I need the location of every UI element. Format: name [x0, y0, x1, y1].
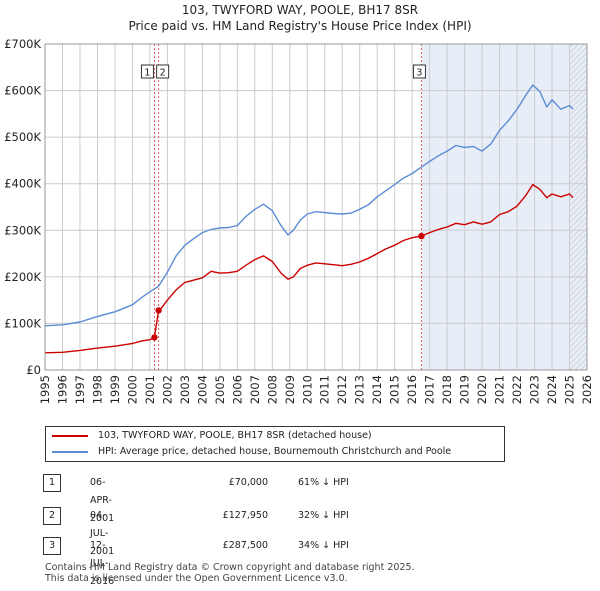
x-tick-label: 2019	[458, 375, 472, 404]
x-tick-label: 2003	[178, 375, 192, 404]
x-tick-label: 2012	[335, 375, 349, 404]
x-tick-label: 2008	[265, 375, 279, 404]
legend-label-property: 103, TWYFORD WAY, POOLE, BH17 8SR (detac…	[98, 430, 372, 441]
x-tick-label: 1998	[90, 375, 104, 404]
x-tick-label: 2006	[230, 375, 244, 404]
chart-subtitle: Price paid vs. HM Land Registry's House …	[128, 19, 472, 33]
forecast-hatch	[569, 44, 587, 370]
legend-item-hpi: HPI: Average price, detached house, Bour…	[52, 444, 451, 460]
hpi-line	[44, 84, 574, 327]
transaction-number: 2	[43, 507, 61, 525]
x-tick-label: 2013	[353, 375, 367, 404]
marker-label: 3	[416, 68, 422, 79]
marker-box	[140, 64, 154, 79]
transaction-price: £70,000	[228, 477, 268, 488]
x-tick-label: 2026	[580, 375, 594, 404]
y-tick-label: £300K	[4, 223, 41, 237]
transaction-hpi-diff: 34% ↓ HPI	[298, 540, 349, 551]
transaction-hpi-diff: 32% ↓ HPI	[298, 510, 349, 521]
x-tick-label: 2020	[475, 375, 489, 404]
y-tick-label: £200K	[4, 270, 41, 284]
x-tick-label: 1995	[38, 375, 52, 404]
x-tick-label: 2001	[143, 375, 157, 404]
x-tick-label: 2021	[493, 375, 507, 404]
marker-box	[412, 64, 426, 79]
transaction-price: £127,950	[222, 510, 268, 521]
x-tick-label: 2023	[528, 375, 542, 404]
marker-label: 2	[160, 68, 166, 79]
y-tick-label: £600K	[4, 84, 41, 98]
x-tick-label: 2014	[370, 375, 384, 404]
legend-swatch-hpi	[52, 450, 88, 453]
x-tick-label: 2004	[195, 375, 209, 404]
x-tick-label: 2007	[248, 375, 262, 404]
x-tick-label: 2018	[440, 375, 454, 404]
x-tick-label: 1997	[73, 375, 87, 404]
shaded-region	[421, 44, 587, 370]
transaction-hpi-diff: 61% ↓ HPI	[298, 477, 349, 488]
transaction-date: 06-APR-2001	[90, 477, 115, 524]
sale-point	[155, 307, 162, 314]
y-tick-label: £0	[26, 363, 41, 377]
y-tick-label: £500K	[4, 130, 41, 144]
x-tick-label: 2016	[405, 375, 419, 404]
x-tick-label: 2000	[125, 375, 139, 404]
sale-point	[418, 232, 425, 240]
legend-item-property: 103, TWYFORD WAY, POOLE, BH17 8SR (detac…	[52, 428, 372, 444]
legend-swatch-property	[52, 434, 88, 437]
transaction-date: 12-JUL-2016	[90, 540, 115, 587]
legend-label-hpi: HPI: Average price, detached house, Bour…	[98, 446, 452, 457]
x-tick-label: 2005	[213, 375, 227, 404]
x-tick-label: 2024	[545, 375, 559, 404]
price-chart: £0 £100K £200K £300K £400K £500K £600K £700K 199…	[4, 37, 594, 404]
x-tick-label: 2010	[300, 375, 314, 404]
x-tick-label: 2017	[423, 375, 437, 404]
y-tick-label: £400K	[4, 177, 41, 191]
x-tick-label: 1999	[108, 375, 122, 404]
sale-point	[151, 334, 158, 341]
transaction-date: 04-JUL-2001	[90, 510, 115, 557]
chart-title: 103, TWYFORD WAY, POOLE, BH17 8SR	[181, 3, 419, 17]
transaction-price: £287,500	[222, 540, 268, 551]
plot-frame	[44, 43, 588, 371]
marker-box	[156, 64, 170, 79]
x-tick-label: 2015	[388, 375, 402, 404]
footer-copyright: Contains HM Land Registry data © Crown c…	[45, 562, 415, 573]
x-tick-label: 2009	[283, 375, 297, 404]
x-tick-label: 2002	[160, 375, 174, 404]
x-tick-label: 2025	[563, 375, 577, 404]
chart-legend: 103, TWYFORD WAY, POOLE, BH17 8SR (detac…	[45, 426, 505, 462]
x-tick-label: 2022	[510, 375, 524, 404]
marker-label: 1	[144, 68, 150, 79]
transaction-number: 1	[43, 474, 61, 492]
transaction-number: 3	[43, 537, 61, 555]
x-tick-label: 1996	[55, 375, 69, 404]
x-tick-label: 2011	[318, 375, 332, 404]
y-tick-label: £100K	[4, 316, 41, 330]
footer-licence: This data is licensed under the Open Gov…	[45, 573, 348, 584]
y-tick-label: £700K	[4, 37, 41, 51]
